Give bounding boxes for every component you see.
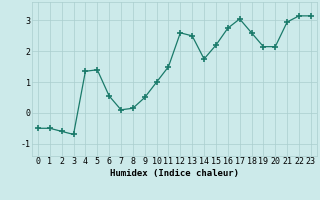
- X-axis label: Humidex (Indice chaleur): Humidex (Indice chaleur): [110, 169, 239, 178]
